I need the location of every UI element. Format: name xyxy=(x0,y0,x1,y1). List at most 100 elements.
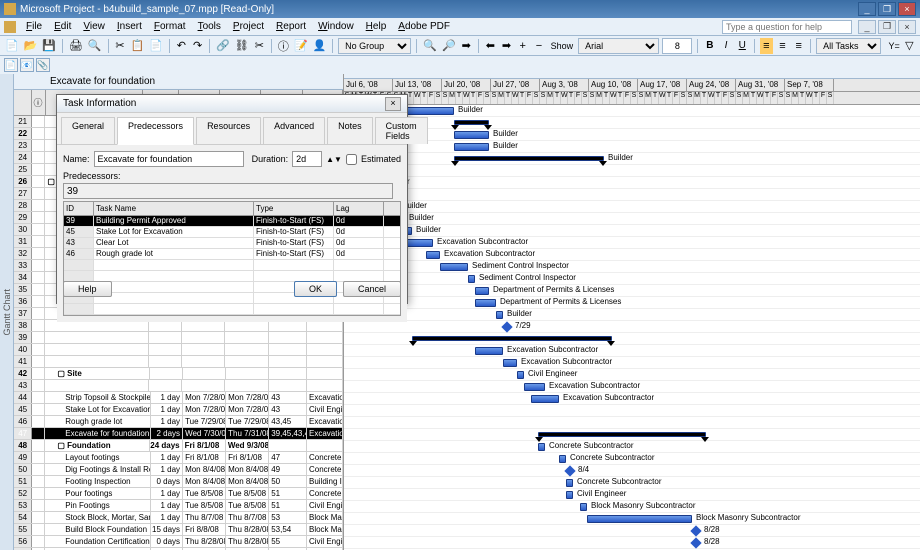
task-row[interactable]: 45Stake Lot for Excavation1 dayMon 7/28/… xyxy=(14,404,343,416)
gantt-row[interactable]: Builder xyxy=(344,141,920,153)
gantt-bar[interactable] xyxy=(587,515,692,523)
gantt-row[interactable]: ngineer xyxy=(344,177,920,189)
gantt-row[interactable]: Sediment Control Inspector xyxy=(344,261,920,273)
maximize-button[interactable]: ❐ xyxy=(878,2,896,16)
outdent-icon[interactable]: ⬅ xyxy=(484,38,497,54)
menu-format[interactable]: Format xyxy=(148,19,192,34)
gantt-bar[interactable] xyxy=(454,143,489,151)
inner-min-button[interactable]: _ xyxy=(858,20,876,34)
undo-icon[interactable]: ↶ xyxy=(175,38,188,54)
task-row[interactable]: 53Pin Footings1 dayTue 8/5/08Tue 8/5/085… xyxy=(14,500,343,512)
font-select[interactable]: Arial xyxy=(578,38,659,54)
menu-edit[interactable]: Edit xyxy=(48,19,77,34)
gantt-row[interactable]: Concrete Subcontractor xyxy=(344,441,920,453)
save-icon[interactable]: 💾 xyxy=(41,38,57,54)
predecessor-row[interactable]: 45Stake Lot for ExcavationFinish-to-Star… xyxy=(64,227,400,238)
cancel-button[interactable]: Cancel xyxy=(343,281,401,297)
gantt-row[interactable]: Block Masonry Subcontractor xyxy=(344,513,920,525)
task-row[interactable]: 48▢ Foundation24 daysFri 8/1/08Wed 9/3/0… xyxy=(14,440,343,452)
show-label[interactable]: Show xyxy=(551,41,574,51)
indent-icon[interactable]: ➡ xyxy=(500,38,513,54)
menu-view[interactable]: View xyxy=(77,19,111,34)
task-row[interactable]: 47Excavate for foundation2 daysWed 7/30/… xyxy=(14,428,343,440)
font-size-input[interactable] xyxy=(662,38,692,54)
gantt-row[interactable]: Excavation Subcontractor xyxy=(344,357,920,369)
task-row[interactable]: 43 xyxy=(14,380,343,392)
gantt-row[interactable] xyxy=(344,165,920,177)
inner-max-button[interactable]: ❐ xyxy=(878,20,896,34)
zoom-out-icon[interactable]: 🔎 xyxy=(441,38,457,54)
cut-icon[interactable]: ✂ xyxy=(113,38,126,54)
pdf-icon-2[interactable]: 📧 xyxy=(20,58,34,72)
gantt-milestone[interactable] xyxy=(690,525,701,536)
filter-select[interactable]: All Tasks xyxy=(816,38,881,54)
gantt-bar[interactable] xyxy=(405,239,433,247)
gantt-row[interactable] xyxy=(344,333,920,345)
print-icon[interactable]: 🖨 xyxy=(68,38,84,54)
pred-col-lag[interactable]: Lag xyxy=(334,202,384,215)
gantt-row[interactable] xyxy=(344,429,920,441)
menu-tools[interactable]: Tools xyxy=(192,19,227,34)
gantt-row[interactable]: 8/4 xyxy=(344,465,920,477)
gantt-bar[interactable] xyxy=(517,371,524,379)
help-search-input[interactable] xyxy=(722,20,852,34)
link-icon[interactable]: 🔗 xyxy=(215,38,231,54)
predecessor-row[interactable]: 39Building Permit ApprovedFinish-to-Star… xyxy=(64,216,400,227)
gantt-row[interactable] xyxy=(344,117,920,129)
preview-icon[interactable]: 🔍 xyxy=(87,38,103,54)
task-row[interactable]: 51Footing Inspection0 daysMon 8/4/08Mon … xyxy=(14,476,343,488)
gantt-row[interactable]: Builder xyxy=(344,105,920,117)
gantt-bar[interactable] xyxy=(468,275,475,283)
pred-col-id[interactable]: ID xyxy=(64,202,94,215)
gantt-bar[interactable] xyxy=(440,263,468,271)
gantt-milestone[interactable] xyxy=(690,537,701,548)
task-row[interactable]: 42▢ Site xyxy=(14,368,343,380)
bold-icon[interactable]: B xyxy=(703,38,716,54)
gantt-bar[interactable] xyxy=(580,503,587,511)
menu-insert[interactable]: Insert xyxy=(111,19,148,34)
ok-button[interactable]: OK xyxy=(294,281,337,297)
gantt-bar[interactable] xyxy=(454,131,489,139)
gantt-bar[interactable] xyxy=(426,251,440,259)
gantt-bar[interactable] xyxy=(454,156,604,161)
pdf-icon-1[interactable]: 📄 xyxy=(4,58,18,72)
gantt-row[interactable] xyxy=(344,405,920,417)
pred-dropdown-cell[interactable]: 39 xyxy=(63,183,393,199)
predecessor-row[interactable]: 46Rough grade lotFinish-to-Start (FS)0d xyxy=(64,249,400,260)
gantt-bar[interactable] xyxy=(475,299,496,307)
align-left-icon[interactable]: ≡ xyxy=(760,38,773,54)
task-row[interactable]: 39 xyxy=(14,332,343,344)
menu-window[interactable]: Window xyxy=(312,19,360,34)
task-row[interactable]: 56Foundation Certification0 daysThu 8/28… xyxy=(14,536,343,548)
menu-adobe-pdf[interactable]: Adobe PDF xyxy=(392,19,456,34)
gantt-bar[interactable] xyxy=(412,336,612,341)
goto-icon[interactable]: ➡ xyxy=(460,38,473,54)
close-button[interactable]: × xyxy=(898,2,916,16)
dialog-tab-notes[interactable]: Notes xyxy=(327,117,373,144)
gantt-bar[interactable] xyxy=(454,120,489,125)
gantt-row[interactable]: Builder xyxy=(344,201,920,213)
estimated-checkbox[interactable] xyxy=(346,154,357,165)
gantt-row[interactable] xyxy=(344,189,920,201)
gantt-bar[interactable] xyxy=(566,479,573,487)
gantt-row[interactable]: Excavation Subcontractor xyxy=(344,393,920,405)
gantt-row[interactable]: Builder xyxy=(344,225,920,237)
unlink-icon[interactable]: ⛓ xyxy=(234,38,250,54)
gantt-row[interactable]: Civil Engineer xyxy=(344,489,920,501)
gantt-row[interactable]: Concrete Subcontractor xyxy=(344,477,920,489)
gantt-bar[interactable] xyxy=(496,311,503,319)
gantt-bar[interactable] xyxy=(531,395,559,403)
gantt-bar[interactable] xyxy=(475,287,489,295)
assign-icon[interactable]: 👤 xyxy=(312,38,328,54)
task-row[interactable]: 41 xyxy=(14,356,343,368)
dialog-tab-custom-fields[interactable]: Custom Fields xyxy=(375,117,428,144)
gantt-milestone[interactable] xyxy=(564,465,575,476)
open-icon[interactable]: 📂 xyxy=(23,38,39,54)
gantt-bar[interactable] xyxy=(475,347,503,355)
show-icon[interactable]: + xyxy=(516,38,529,54)
task-row[interactable]: 40 xyxy=(14,344,343,356)
align-center-icon[interactable]: ≡ xyxy=(776,38,789,54)
italic-icon[interactable]: I xyxy=(719,38,732,54)
gantt-chart-tab[interactable]: Gantt Chart xyxy=(0,74,14,550)
dialog-tab-advanced[interactable]: Advanced xyxy=(263,117,325,144)
